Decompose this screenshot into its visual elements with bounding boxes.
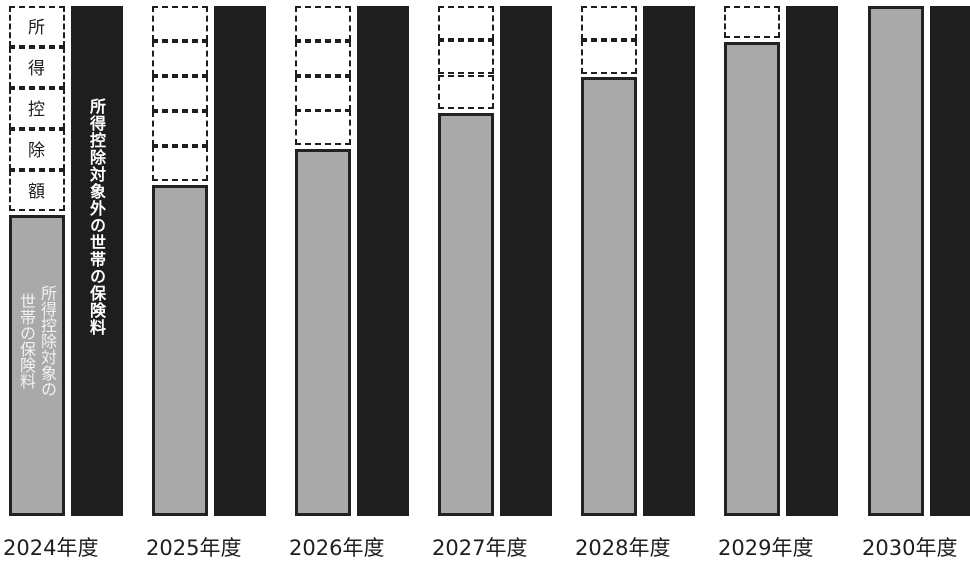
excluded-premium-bar bbox=[786, 6, 838, 516]
year-label: 2025年度 bbox=[146, 536, 242, 560]
year-label: 2029年度 bbox=[718, 536, 814, 560]
deduction-amount-char: 控 bbox=[26, 100, 47, 120]
excluded-premium-bar bbox=[357, 6, 409, 516]
covered-premium-bar bbox=[438, 113, 494, 516]
year-label: 2024年度 bbox=[3, 536, 99, 560]
deduction-box bbox=[438, 40, 494, 74]
deduction-box bbox=[724, 6, 780, 38]
deduction-box bbox=[152, 111, 208, 146]
covered-households-premium-label-line2: 世帯の保険料 bbox=[17, 293, 36, 389]
excluded-premium-bar bbox=[930, 6, 970, 516]
year-label: 2028年度 bbox=[575, 536, 671, 560]
deduction-box bbox=[152, 76, 208, 111]
excluded-premium-bar bbox=[71, 6, 123, 516]
deduction-box bbox=[438, 6, 494, 40]
excluded-households-premium-label: 所得控除対象外の世帯の保険料 bbox=[87, 98, 106, 336]
deduction-box bbox=[295, 41, 351, 76]
deduction-box bbox=[152, 6, 208, 41]
excluded-premium-bar bbox=[643, 6, 695, 516]
deduction-box bbox=[295, 6, 351, 41]
deduction-box bbox=[152, 146, 208, 181]
covered-households-premium-label-line1: 所得控除対象の bbox=[38, 285, 57, 397]
deduction-box bbox=[295, 76, 351, 111]
deduction-amount-char: 除 bbox=[26, 141, 47, 161]
deduction-box bbox=[295, 110, 351, 145]
deduction-amount-char: 額 bbox=[26, 182, 47, 202]
excluded-premium-bar bbox=[214, 6, 266, 516]
covered-premium-bar bbox=[581, 77, 637, 516]
year-label: 2026年度 bbox=[289, 536, 385, 560]
year-label: 2030年度 bbox=[862, 536, 958, 560]
covered-premium-bar bbox=[152, 185, 208, 516]
covered-premium-bar bbox=[868, 6, 924, 516]
year-label: 2027年度 bbox=[432, 536, 528, 560]
deduction-box bbox=[152, 41, 208, 76]
deduction-amount-char: 得 bbox=[26, 59, 47, 79]
deduction-box bbox=[581, 40, 637, 74]
deduction-box bbox=[438, 75, 494, 109]
deduction-box bbox=[581, 6, 637, 40]
covered-premium-bar bbox=[724, 42, 780, 516]
deduction-amount-char: 所 bbox=[26, 18, 47, 38]
covered-premium-bar bbox=[9, 215, 65, 516]
covered-premium-bar bbox=[295, 149, 351, 516]
excluded-premium-bar bbox=[500, 6, 552, 516]
